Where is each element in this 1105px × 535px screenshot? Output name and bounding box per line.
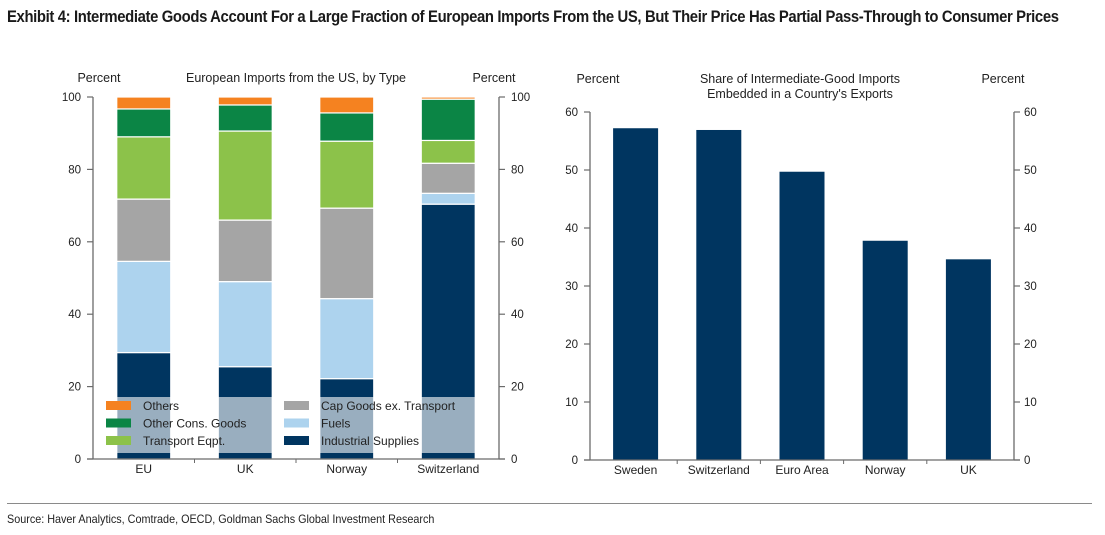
left-chart-left-axis-label: Percent bbox=[77, 71, 121, 85]
right-chart-title-line-1: Share of Intermediate-Good Imports bbox=[700, 72, 900, 86]
y-tick-label-right: 30 bbox=[1024, 281, 1037, 293]
bar-segment-norway-cap-goods-ex-transport bbox=[319, 207, 375, 300]
right-chart-right-axis-label: Percent bbox=[981, 72, 1025, 86]
left-chart-right-axis-label: Percent bbox=[472, 71, 516, 85]
y-tick-label-left: 40 bbox=[565, 223, 578, 235]
bar-segment-eu-other-cons-goods bbox=[116, 108, 172, 138]
y-tick-label-left: 80 bbox=[68, 164, 81, 176]
bar-norway bbox=[862, 240, 908, 460]
y-tick-label-left: 30 bbox=[565, 281, 578, 293]
exhibit-title: Exhibit 4: Intermediate Goods Account Fo… bbox=[7, 8, 1059, 26]
y-tick-label-right: 0 bbox=[1024, 455, 1030, 467]
right-chart-title-line-2: Embedded in a Country's Exports bbox=[707, 87, 893, 101]
bar-segment-switzerland-fuels bbox=[420, 192, 476, 205]
footer-divider bbox=[7, 503, 1092, 504]
bar-euro-area bbox=[779, 171, 825, 461]
x-tick-label: UK bbox=[960, 463, 977, 477]
y-tick-label-left: 20 bbox=[565, 339, 578, 351]
x-tick-label: Sweden bbox=[614, 463, 657, 477]
y-tick-label-left: 0 bbox=[572, 455, 578, 467]
x-tick-label: Euro Area bbox=[775, 463, 829, 477]
y-tick-label-left: 50 bbox=[565, 165, 578, 177]
legend: Others Other Cons. Goods Transport Eqpt. Ca… bbox=[106, 399, 456, 448]
x-tick-label: EU bbox=[135, 462, 152, 476]
bar-segment-uk-cap-goods-ex-transport bbox=[217, 219, 273, 283]
left-chart-title: European Imports from the US, by Type bbox=[186, 71, 406, 85]
legend-label: Others bbox=[143, 399, 179, 413]
y-tick-label-right: 60 bbox=[1024, 107, 1037, 119]
legend-swatch-transport-eqpt bbox=[106, 436, 131, 445]
x-tick-label: Norway bbox=[326, 462, 367, 476]
bar-segment-norway-others bbox=[319, 96, 375, 114]
bar-segment-eu-transport-eqpt bbox=[116, 136, 172, 200]
y-tick-label-right: 40 bbox=[1024, 223, 1037, 235]
y-tick-label-right: 100 bbox=[511, 92, 530, 104]
legend-label: Industrial Supplies bbox=[321, 434, 419, 448]
bar-segment-uk-other-cons-goods bbox=[217, 104, 273, 132]
right-chart-left-axis-label: Percent bbox=[576, 72, 620, 86]
y-tick-label-right: 20 bbox=[511, 382, 524, 394]
x-tick-label: UK bbox=[237, 462, 254, 476]
legend-label: Fuels bbox=[321, 417, 350, 431]
y-tick-label-right: 60 bbox=[511, 237, 524, 249]
legend-label: Transport Eqpt. bbox=[143, 434, 225, 448]
bar-uk bbox=[945, 259, 991, 460]
legend-swatch-fuels bbox=[284, 418, 309, 428]
bar-segment-norway-other-cons-goods bbox=[319, 112, 375, 142]
legend-label: Cap Goods ex. Transport bbox=[321, 399, 456, 413]
y-tick-label-left: 60 bbox=[68, 237, 81, 249]
source-note: Source: Haver Analytics, Comtrade, OECD,… bbox=[7, 512, 435, 526]
y-tick-label-right: 0 bbox=[511, 454, 517, 466]
bar-segment-eu-fuels bbox=[116, 260, 172, 354]
left-chart-stacked-bar: Percent European Imports from the US, by… bbox=[62, 71, 530, 476]
bar-segment-norway-fuels bbox=[319, 298, 375, 380]
y-tick-label-right: 50 bbox=[1024, 165, 1037, 177]
y-tick-label-left: 40 bbox=[68, 309, 81, 321]
legend-swatch-others bbox=[106, 401, 131, 410]
y-tick-label-left: 60 bbox=[565, 107, 578, 119]
bar-segment-uk-transport-eqpt bbox=[217, 130, 273, 221]
x-tick-label: Norway bbox=[865, 463, 906, 477]
y-tick-label-right: 40 bbox=[511, 309, 524, 321]
x-tick-label: Switzerland bbox=[688, 463, 750, 477]
y-tick-label-left: 100 bbox=[62, 92, 81, 104]
legend-label: Other Cons. Goods bbox=[143, 417, 246, 431]
legend-swatch-industrial-supplies bbox=[284, 436, 309, 445]
bar-segment-switzerland-cap-goods-ex-transport bbox=[420, 162, 476, 194]
y-tick-label-right: 80 bbox=[511, 164, 524, 176]
right-chart-bar: Percent Share of Intermediate-Good Impor… bbox=[565, 72, 1037, 477]
x-tick-label: Switzerland bbox=[417, 462, 479, 476]
bar-switzerland bbox=[696, 129, 742, 461]
bar-segment-uk-fuels bbox=[217, 281, 273, 368]
bar-segment-switzerland-others bbox=[420, 96, 476, 100]
y-tick-label-left: 20 bbox=[68, 382, 81, 394]
bar-sweden bbox=[613, 128, 659, 461]
bar-segment-eu-cap-goods-ex-transport bbox=[116, 198, 172, 262]
legend-swatch-cap-goods-ex-transport bbox=[284, 401, 309, 410]
legend-swatch-other-cons-goods bbox=[106, 418, 131, 428]
bar-segment-switzerland-other-cons-goods bbox=[420, 98, 476, 142]
bar-segment-eu-others bbox=[116, 96, 172, 110]
bar-segment-switzerland-transport-eqpt bbox=[420, 139, 476, 164]
y-tick-label-right: 10 bbox=[1024, 397, 1037, 409]
y-tick-label-left: 10 bbox=[565, 397, 578, 409]
y-tick-label-left: 0 bbox=[75, 454, 81, 466]
bar-segment-norway-transport-eqpt bbox=[319, 140, 375, 209]
y-tick-label-right: 20 bbox=[1024, 339, 1037, 351]
bar-segment-uk-others bbox=[217, 96, 273, 106]
